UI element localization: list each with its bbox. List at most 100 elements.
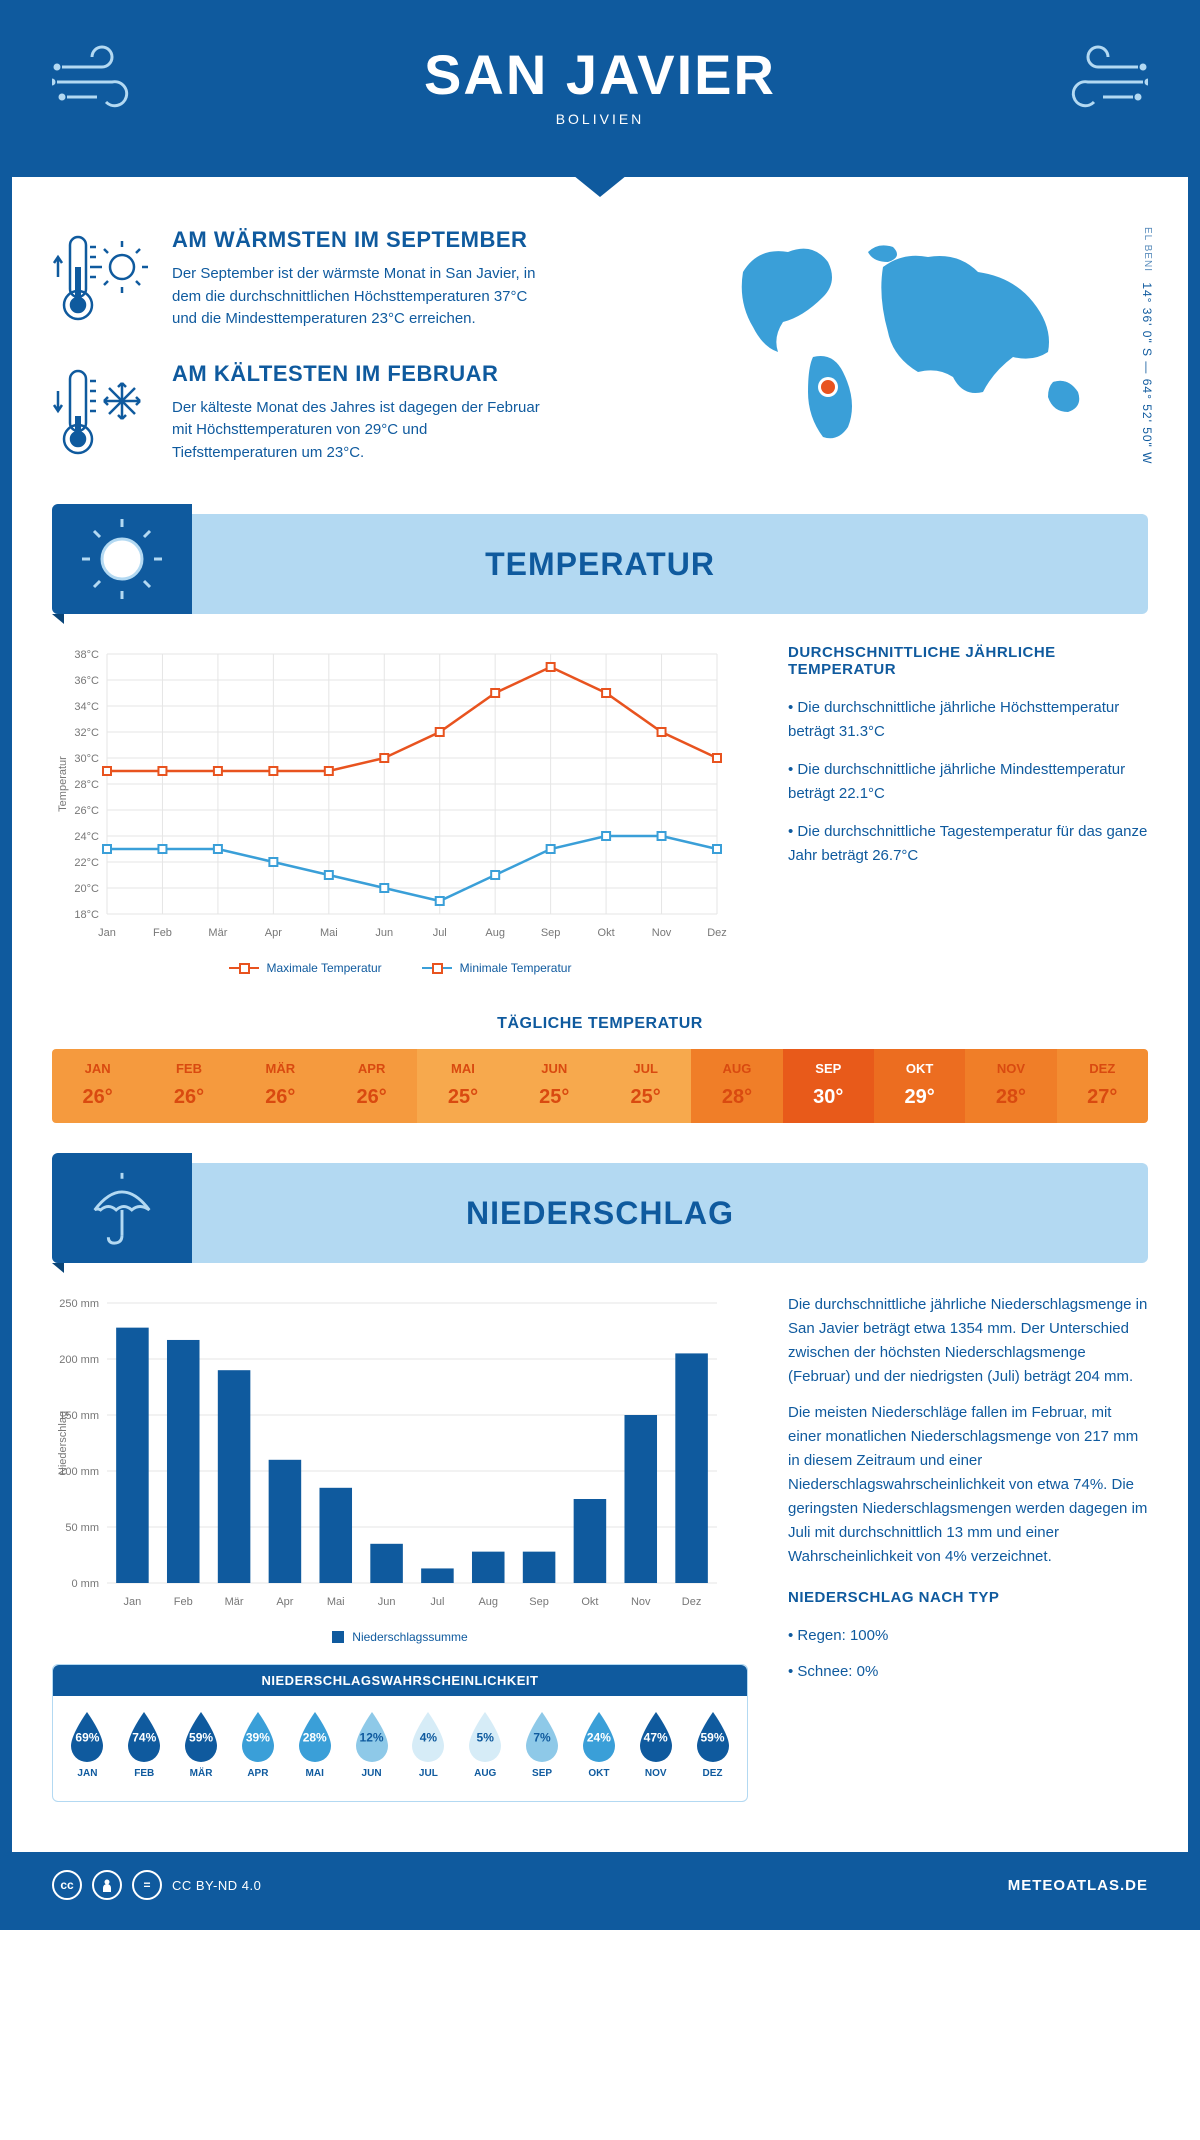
svg-text:Okt: Okt: [581, 1596, 598, 1608]
daily-cell: JUN25°: [509, 1049, 600, 1123]
svg-text:34°C: 34°C: [74, 701, 99, 713]
daily-cell: JUL25°: [600, 1049, 691, 1123]
daily-cell: AUG28°: [691, 1049, 782, 1123]
daily-cell: MAI25°: [417, 1049, 508, 1123]
svg-text:Dez: Dez: [682, 1596, 702, 1608]
header: SAN JAVIER BOLIVIEN: [12, 12, 1188, 177]
precip-legend: Niederschlagssumme: [52, 1630, 748, 1644]
precipitation-title: NIEDERSCHLAG: [192, 1195, 1148, 1232]
svg-text:Jul: Jul: [433, 927, 447, 939]
svg-text:Nov: Nov: [631, 1596, 651, 1608]
drop-item: 39% APR: [229, 1710, 286, 1779]
drop-item: 5% AUG: [457, 1710, 514, 1779]
temperature-banner: TEMPERATUR: [52, 514, 1148, 614]
precipitation-bar-chart: 0 mm50 mm100 mm150 mm200 mm250 mmJanFebM…: [52, 1293, 732, 1613]
svg-text:Jan: Jan: [124, 1596, 142, 1608]
coordinates: EL BENI 14° 36' 0" S — 64° 52' 50" W: [1140, 227, 1154, 464]
legend-min: Minimale Temperatur: [460, 961, 572, 975]
warmest-text: Der September ist der wärmste Monat in S…: [172, 263, 552, 331]
svg-text:250 mm: 250 mm: [59, 1298, 99, 1310]
temp-bullet-1: • Die durchschnittliche jährliche Mindes…: [788, 758, 1148, 806]
drop-item: 28% MAI: [286, 1710, 343, 1779]
precipitation-chart-section: 0 mm50 mm100 mm150 mm200 mm250 mmJanFebM…: [12, 1263, 1188, 1832]
precip-prob-box: NIEDERSCHLAGSWAHRSCHEINLICHKEIT 69% JAN …: [52, 1664, 748, 1802]
svg-text:Okt: Okt: [598, 927, 615, 939]
svg-text:Apr: Apr: [276, 1596, 293, 1608]
lon-label: 64° 52' 50" W: [1140, 379, 1154, 465]
map-wrap: EL BENI 14° 36' 0" S — 64° 52' 50" W: [708, 227, 1148, 494]
svg-text:24°C: 24°C: [74, 831, 99, 843]
svg-text:30°C: 30°C: [74, 753, 99, 765]
infographic-page: SAN JAVIER BOLIVIEN: [0, 0, 1200, 1930]
drop-item: 59% DEZ: [684, 1710, 741, 1779]
thermometer-hot-icon: [52, 227, 152, 327]
drop-item: 24% OKT: [570, 1710, 627, 1779]
precip-text-2: Die meisten Niederschläge fallen im Febr…: [788, 1401, 1148, 1569]
svg-text:Temperatur: Temperatur: [57, 756, 69, 812]
temp-side-title: DURCHSCHNITTLICHE JÄHRLICHE TEMPERATUR: [788, 644, 1148, 678]
drop-item: 74% FEB: [116, 1710, 173, 1779]
daily-cell: MÄR26°: [235, 1049, 326, 1123]
svg-text:Aug: Aug: [485, 927, 505, 939]
daily-cell: APR26°: [326, 1049, 417, 1123]
coldest-title: AM KÄLTESTEN IM FEBRUAR: [172, 361, 552, 387]
daily-temp-table: JAN26°FEB26°MÄR26°APR26°MAI25°JUN25°JUL2…: [52, 1049, 1148, 1123]
country-name: BOLIVIEN: [172, 111, 1028, 127]
footer-brand: METEOATLAS.DE: [1008, 1877, 1148, 1894]
svg-text:Jul: Jul: [430, 1596, 444, 1608]
coldest-block: AM KÄLTESTEN IM FEBRUAR Der kälteste Mon…: [52, 361, 678, 465]
daily-cell: OKT29°: [874, 1049, 965, 1123]
coldest-text: Der kälteste Monat des Jahres ist dagege…: [172, 397, 552, 465]
precip-text-1: Die durchschnittliche jährliche Niedersc…: [788, 1293, 1148, 1389]
svg-text:0 mm: 0 mm: [72, 1578, 100, 1590]
svg-text:38°C: 38°C: [74, 649, 99, 661]
lat-label: 14° 36' 0" S: [1140, 282, 1154, 357]
region-label: EL BENI: [1142, 227, 1153, 272]
svg-text:Mär: Mär: [225, 1596, 244, 1608]
footer: cc = CC BY-ND 4.0 METEOATLAS.DE: [12, 1852, 1188, 1918]
drop-item: 7% SEP: [514, 1710, 571, 1779]
svg-text:20°C: 20°C: [74, 883, 99, 895]
temperature-line-chart: 18°C20°C22°C24°C26°C28°C30°C32°C34°C36°C…: [52, 644, 732, 944]
svg-text:Jun: Jun: [375, 927, 393, 939]
umbrella-icon: [83, 1169, 161, 1247]
precip-prob-title: NIEDERSCHLAGSWAHRSCHEINLICHKEIT: [53, 1665, 747, 1696]
svg-text:Dez: Dez: [707, 927, 727, 939]
svg-text:Feb: Feb: [174, 1596, 193, 1608]
pennant-icon: [568, 171, 632, 197]
precip-snow: • Schnee: 0%: [788, 1660, 1148, 1684]
svg-text:28°C: 28°C: [74, 779, 99, 791]
nd-icon: =: [132, 1870, 162, 1900]
wind-icon-left: [52, 42, 172, 122]
license-text: CC BY-ND 4.0: [172, 1878, 261, 1893]
sun-icon: [82, 519, 162, 599]
city-name: SAN JAVIER: [172, 42, 1028, 107]
daily-cell: JAN26°: [52, 1049, 143, 1123]
warmest-block: AM WÄRMSTEN IM SEPTEMBER Der September i…: [52, 227, 678, 331]
svg-text:50 mm: 50 mm: [65, 1522, 99, 1534]
temp-bullet-2: • Die durchschnittliche Tagestemperatur …: [788, 820, 1148, 868]
daily-cell: NOV28°: [965, 1049, 1056, 1123]
warmest-title: AM WÄRMSTEN IM SEPTEMBER: [172, 227, 552, 253]
precip-legend-label: Niederschlagssumme: [352, 1630, 467, 1644]
daily-temp-title: TÄGLICHE TEMPERATUR: [12, 1015, 1188, 1033]
svg-text:Niederschlag: Niederschlag: [57, 1411, 69, 1475]
precipitation-banner: NIEDERSCHLAG: [52, 1163, 1148, 1263]
svg-text:Feb: Feb: [153, 927, 172, 939]
svg-text:Jun: Jun: [378, 1596, 396, 1608]
temperature-chart-section: 18°C20°C22°C24°C26°C28°C30°C32°C34°C36°C…: [12, 614, 1188, 1005]
wind-icon-right: [1028, 42, 1148, 122]
svg-text:Mai: Mai: [327, 1596, 345, 1608]
temp-bullet-0: • Die durchschnittliche jährliche Höchst…: [788, 696, 1148, 744]
svg-text:Sep: Sep: [529, 1596, 549, 1608]
temperature-title: TEMPERATUR: [192, 546, 1148, 583]
svg-text:Apr: Apr: [265, 927, 282, 939]
license-badges: cc = CC BY-ND 4.0: [52, 1870, 261, 1900]
daily-cell: SEP30°: [783, 1049, 874, 1123]
svg-text:Aug: Aug: [478, 1596, 498, 1608]
world-map-icon: [708, 227, 1128, 447]
daily-cell: DEZ27°: [1057, 1049, 1148, 1123]
drop-item: 47% NOV: [627, 1710, 684, 1779]
drop-item: 59% MÄR: [173, 1710, 230, 1779]
svg-text:Sep: Sep: [541, 927, 561, 939]
